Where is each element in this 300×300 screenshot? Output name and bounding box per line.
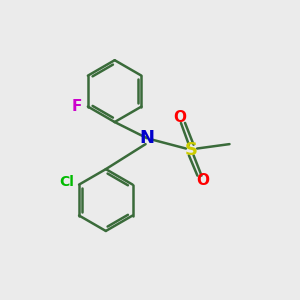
Text: O: O xyxy=(196,173,209,188)
Text: Cl: Cl xyxy=(59,175,74,189)
Text: F: F xyxy=(71,99,82,114)
Text: S: S xyxy=(185,141,198,159)
Text: N: N xyxy=(140,129,154,147)
Text: O: O xyxy=(173,110,186,125)
